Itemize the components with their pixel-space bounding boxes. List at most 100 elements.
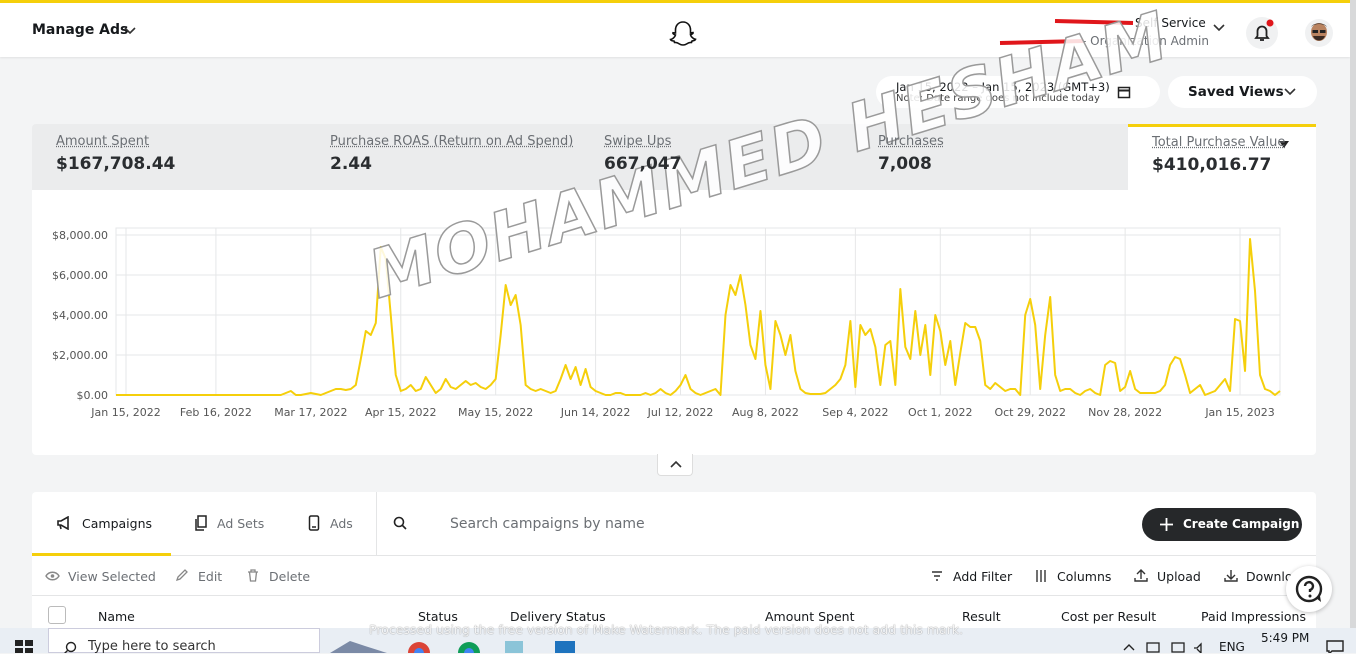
chart-card: $0.00 $2,000.00 $4,000.00 $6,000.00 $8,000.0… xyxy=(32,190,1316,455)
ads-icon xyxy=(308,515,320,531)
line-series xyxy=(116,239,1280,395)
x-tick-label: Nov 28, 2022 xyxy=(1088,406,1162,419)
saved-views-button[interactable]: Saved Views xyxy=(1168,76,1317,108)
x-tick-label: Jun 14, 2022 xyxy=(560,406,631,419)
language[interactable]: ENG xyxy=(1219,640,1245,654)
y-tick-label: $2,000.00 xyxy=(52,349,108,362)
metric-label[interactable]: Purchase ROAS (Return on Ad Spend) xyxy=(330,134,573,149)
eye-icon xyxy=(45,571,60,581)
accent-line xyxy=(0,0,1350,3)
x-tick-label: May 15, 2022 xyxy=(458,406,533,419)
watermark-notice: Processed using the free version of Make… xyxy=(369,622,963,637)
create-campaign-button[interactable]: Create Campaign xyxy=(1142,508,1302,541)
chevron-up xyxy=(658,454,694,474)
adsets-icon xyxy=(194,515,208,531)
action[interactable]: View Selected xyxy=(68,569,156,584)
help-button[interactable] xyxy=(1286,566,1332,612)
create-campaign: Create Campaign xyxy=(1183,517,1299,531)
metrics-strip xyxy=(32,124,1128,190)
plot-frame xyxy=(116,228,1280,395)
plus-icon xyxy=(1160,518,1173,531)
filter-icon xyxy=(931,571,943,581)
y-tick-label: $8,000.00 xyxy=(52,229,108,242)
date-range: Jan 15, 2022 – Jan 15, 2023 (GMT+3) xyxy=(896,80,1110,94)
column-header[interactable]: Result xyxy=(962,609,1001,624)
search-icon xyxy=(393,516,407,530)
metric-value: 7,008 xyxy=(878,154,932,174)
tool[interactable]: Add Filter xyxy=(953,569,1012,584)
x-tick-label: Feb 16, 2022 xyxy=(180,406,252,419)
active-tab-indicator xyxy=(32,553,171,556)
x-tick-label: Jul 12, 2022 xyxy=(647,406,714,419)
start-button[interactable] xyxy=(15,640,33,653)
tool[interactable]: Upload xyxy=(1157,569,1201,584)
y-tick-label: $6,000.00 xyxy=(52,269,108,282)
x-tick-label: Apr 15, 2022 xyxy=(365,406,437,419)
divider xyxy=(32,595,1316,596)
divider xyxy=(376,492,377,555)
clock[interactable]: 5:49 PM xyxy=(1261,631,1309,645)
x-tick-label: Jan 15, 2023 xyxy=(1204,406,1274,419)
column-header[interactable]: Cost per Result xyxy=(1061,609,1156,624)
x-tick-label: Oct 29, 2022 xyxy=(994,406,1066,419)
role-label: - Organization Admin xyxy=(1082,34,1209,48)
tool[interactable]: Columns xyxy=(1057,569,1111,584)
taskbar-search[interactable]: Type here to search xyxy=(48,628,320,653)
action[interactable]: Edit xyxy=(198,569,222,584)
x-tick-label: Mar 17, 2022 xyxy=(274,406,347,419)
tray-icons[interactable] xyxy=(1122,640,1206,653)
notification-center[interactable] xyxy=(1326,640,1344,653)
calendar-icon xyxy=(1117,85,1131,99)
tool[interactable]: Downlo xyxy=(1246,569,1291,584)
x-tick-label: Jan 15, 2022 xyxy=(90,406,160,419)
download-icon xyxy=(1224,569,1238,582)
search-icon xyxy=(63,641,77,653)
y-tick-label: $4,000.00 xyxy=(52,309,108,322)
bell-icon xyxy=(1246,17,1278,49)
action[interactable]: Delete xyxy=(269,569,310,584)
divider xyxy=(32,555,1316,556)
metric-value: 667,047 xyxy=(604,154,681,174)
top-bar: Manage Ads Self Service - Organization A… xyxy=(0,0,1350,57)
metric-label[interactable]: Total Purchase Value xyxy=(1152,135,1285,150)
x-tick-label: Aug 8, 2022 xyxy=(732,406,799,419)
metric-value: $167,708.44 xyxy=(56,154,175,174)
saved-views: Saved Views xyxy=(1188,84,1284,100)
collapse-button[interactable] xyxy=(657,454,693,476)
search-input[interactable]: Search campaigns by name xyxy=(450,516,645,532)
trash-icon xyxy=(247,569,259,582)
chevron[interactable] xyxy=(1213,24,1225,32)
column-header[interactable]: Name xyxy=(98,609,135,624)
metric-value: 2.44 xyxy=(330,154,372,174)
select-all-checkbox[interactable] xyxy=(48,606,66,624)
tab[interactable]: Campaigns xyxy=(82,516,152,531)
tab[interactable]: Ad Sets xyxy=(217,516,264,531)
notifications-button[interactable] xyxy=(1246,17,1278,49)
chevron xyxy=(1284,88,1296,96)
metric-label[interactable]: Purchases xyxy=(878,134,944,149)
metric-label[interactable]: Swipe Ups xyxy=(604,134,671,149)
manage-ads-menu[interactable]: Manage Ads xyxy=(32,22,128,38)
metric-value: $410,016.77 xyxy=(1152,155,1271,175)
y-tick-label: $0.00 xyxy=(77,389,109,402)
date-range-picker[interactable]: Jan 15, 2022 – Jan 15, 2023 (GMT+3) Note… xyxy=(876,76,1160,108)
avatar[interactable] xyxy=(1304,17,1334,49)
logo[interactable] xyxy=(669,20,697,48)
help-icon xyxy=(1286,566,1332,612)
metric-label[interactable]: Amount Spent xyxy=(56,134,149,149)
search-text: Type here to search xyxy=(88,639,216,654)
tab[interactable]: Ads xyxy=(330,516,353,531)
pencil-icon xyxy=(176,569,188,581)
x-tick-label: Sep 4, 2022 xyxy=(822,406,888,419)
chevron xyxy=(124,27,136,35)
taskbar: Type here to search Processed using the … xyxy=(0,628,1356,653)
chart: $0.00 $2,000.00 $4,000.00 $6,000.00 $8,000.0… xyxy=(32,190,1316,455)
date-note: Note: Date range does not include today xyxy=(896,93,1100,104)
role-label: Self Service xyxy=(1135,16,1206,30)
scrollbar xyxy=(1350,0,1356,628)
campaigns-panel: Campaigns Ad Sets Ads Search campaigns b… xyxy=(32,492,1316,632)
x-tick-label: Oct 1, 2022 xyxy=(908,406,973,419)
megaphone-icon xyxy=(56,516,72,530)
upload-icon xyxy=(1134,569,1148,582)
